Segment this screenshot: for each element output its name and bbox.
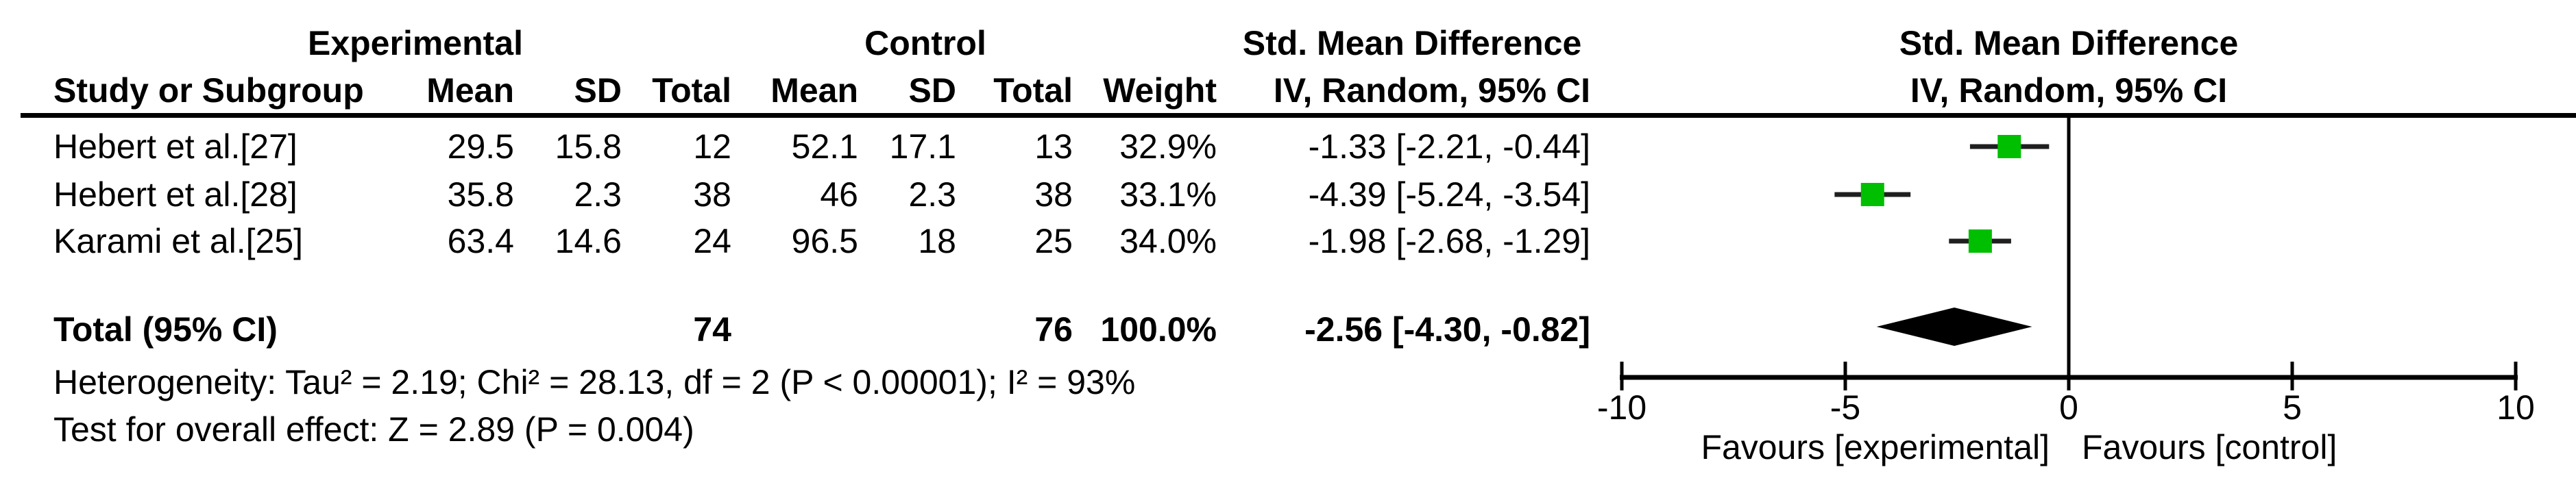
x-axis-tick <box>2067 362 2071 390</box>
x-axis-tick-label: 5 <box>2283 388 2302 427</box>
total-weight: 100.0% <box>1100 310 1217 349</box>
ci-label: -4.39 [-5.24, -3.54] <box>1308 175 1590 214</box>
weight: 33.1% <box>1119 175 1217 214</box>
total-exp-total: 74 <box>693 310 731 349</box>
study-name: Hebert et al.[28] <box>53 175 297 214</box>
exp-sd: 15.8 <box>555 127 622 166</box>
total-ci-label: -2.56 [-4.30, -0.82] <box>1304 310 1590 349</box>
ctrl-sd: 18 <box>918 222 956 260</box>
header-ctrl-total: Total <box>993 71 1073 110</box>
header-effect-title: Std. Mean Difference <box>1242 24 1582 62</box>
exp-mean: 63.4 <box>447 222 514 260</box>
x-axis-tick-label: 0 <box>2059 388 2078 427</box>
weight: 34.0% <box>1119 222 1217 260</box>
header-control-group: Control <box>864 24 986 62</box>
x-axis-tick-label: -10 <box>1597 388 1647 427</box>
exp-total: 12 <box>693 127 731 166</box>
exp-total: 38 <box>693 175 731 214</box>
exp-total: 24 <box>693 222 731 260</box>
header-plot-title: Std. Mean Difference <box>1899 24 2239 62</box>
ctrl-total: 13 <box>1034 127 1073 166</box>
x-axis-tick-label: 10 <box>2496 388 2535 427</box>
header-ctrl-mean: Mean <box>770 71 858 110</box>
ctrl-sd: 2.3 <box>908 175 956 214</box>
x-axis-tick-label: -5 <box>1830 388 1860 427</box>
x-axis-tick <box>1843 362 1847 390</box>
ctrl-total: 25 <box>1034 222 1073 260</box>
x-axis-tick <box>2290 362 2294 390</box>
overall-effect-note: Test for overall effect: Z = 2.89 (P = 0… <box>53 410 694 449</box>
exp-sd: 14.6 <box>555 222 622 260</box>
x-axis-tick <box>1620 362 1624 390</box>
header-plot-method: IV, Random, 95% CI <box>1910 71 2228 110</box>
header-study: Study or Subgroup <box>53 71 364 110</box>
study-name: Karami et al.[25] <box>53 222 304 260</box>
weight: 32.9% <box>1119 127 1217 166</box>
exp-mean: 35.8 <box>447 175 514 214</box>
header-exp-sd: SD <box>574 71 622 110</box>
effect-square <box>1997 135 2021 158</box>
exp-sd: 2.3 <box>574 175 622 214</box>
header-experimental-group: Experimental <box>307 24 523 62</box>
axis-left-label: Favours [experimental] <box>1701 428 2050 466</box>
x-axis-tick <box>2514 362 2518 390</box>
total-label: Total (95% CI) <box>53 310 278 349</box>
effect-square <box>1860 183 1884 206</box>
effect-square <box>1968 229 1992 253</box>
study-name: Hebert et al.[27] <box>53 127 297 166</box>
header-exp-mean: Mean <box>426 71 514 110</box>
header-weight: Weight <box>1103 71 1217 110</box>
ctrl-total: 38 <box>1034 175 1073 214</box>
ci-label: -1.33 [-2.21, -0.44] <box>1308 127 1590 166</box>
ctrl-mean: 46 <box>820 175 858 214</box>
header-ctrl-sd: SD <box>908 71 956 110</box>
ctrl-mean: 52.1 <box>791 127 858 166</box>
header-effect-method: IV, Random, 95% CI <box>1273 71 1590 110</box>
zero-line <box>2067 118 2071 380</box>
header-rule <box>21 113 2576 118</box>
axis-right-label: Favours [control] <box>2082 428 2337 466</box>
ctrl-sd: 17.1 <box>889 127 956 166</box>
pooled-diamond <box>1876 308 2032 346</box>
heterogeneity-note: Heterogeneity: Tau² = 2.19; Chi² = 28.13… <box>53 363 1136 401</box>
exp-mean: 29.5 <box>447 127 514 166</box>
header-exp-total: Total <box>652 71 731 110</box>
total-ctrl-total: 76 <box>1034 310 1073 349</box>
ctrl-mean: 96.5 <box>791 222 858 260</box>
ci-label: -1.98 [-2.68, -1.29] <box>1308 222 1590 260</box>
